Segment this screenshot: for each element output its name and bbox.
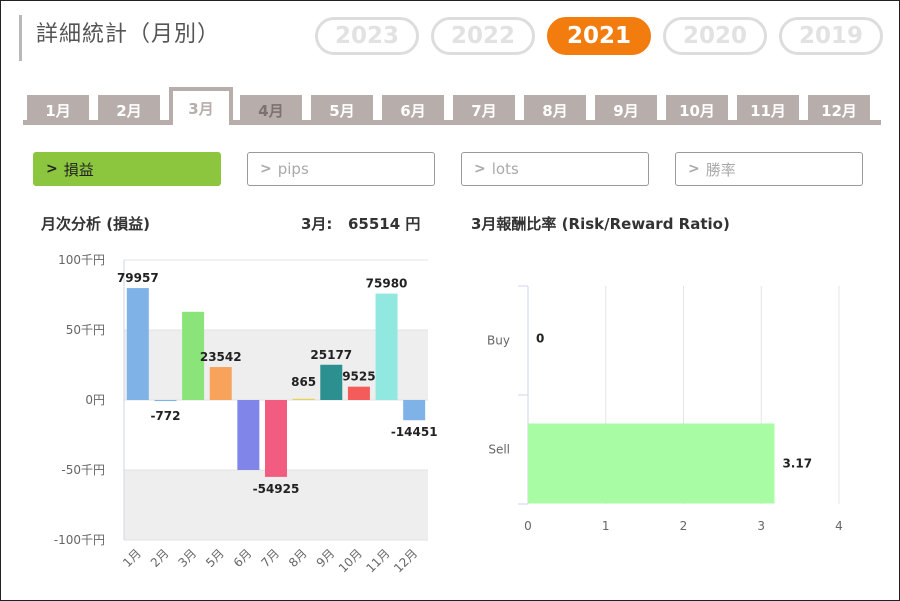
year-selector: 2023 2022 2021 2020 2019 bbox=[315, 17, 883, 55]
x-tick-label: 3 bbox=[757, 519, 765, 533]
tab-month-6[interactable]: 6月 bbox=[382, 95, 444, 125]
x-tick-label: 11月 bbox=[363, 546, 392, 575]
x-tick-label: 1月 bbox=[120, 546, 144, 570]
x-tick-label: 4 bbox=[835, 519, 843, 533]
bar-3 bbox=[182, 311, 205, 400]
x-tick-label: 0 bbox=[524, 519, 532, 533]
monthly-chart-title: 月次分析 (損益) bbox=[41, 215, 150, 233]
year-button-2019[interactable]: 2019 bbox=[779, 17, 883, 55]
bar-data-label: 0 bbox=[536, 332, 544, 346]
monthly-profit-chart: 100千円 50千円 0円 -50千円 -100千円 79957 1月 -772 2月 3月 235… bbox=[54, 253, 438, 575]
x-tick-label: 10月 bbox=[336, 546, 365, 575]
tab-month-10[interactable]: 10月 bbox=[666, 95, 728, 125]
month-tabs: 1月 2月 3月 4月 5月 6月 7月 8月 9月 10月 11月 12月 bbox=[23, 87, 881, 127]
metric-label: 勝率 bbox=[705, 160, 736, 179]
bar-data-label: 75980 bbox=[366, 277, 408, 291]
bar-data-label: 23542 bbox=[200, 350, 242, 364]
bar-5 bbox=[237, 400, 260, 470]
tab-month-2[interactable]: 2月 bbox=[98, 95, 160, 125]
bar-data-label: -54925 bbox=[253, 482, 300, 496]
bar-11 bbox=[403, 400, 426, 421]
y-tick-label: 50千円 bbox=[66, 323, 105, 337]
metric-button-lots[interactable]: > lots bbox=[461, 152, 649, 186]
category-label: Buy bbox=[487, 334, 510, 348]
tab-month-5[interactable]: 5月 bbox=[311, 95, 373, 125]
metric-button-pips[interactable]: > pips bbox=[247, 152, 435, 186]
year-button-2020[interactable]: 2020 bbox=[663, 17, 767, 55]
bar-data-label: -772 bbox=[150, 409, 180, 423]
metric-label: pips bbox=[277, 160, 309, 178]
bar-data-label: 79957 bbox=[117, 271, 159, 285]
monthly-summary-month: 3月: bbox=[301, 215, 333, 233]
bar-4 bbox=[209, 367, 232, 400]
bar-data-label: 9525 bbox=[342, 370, 375, 384]
x-tick-label: 1 bbox=[602, 519, 610, 533]
x-tick-label: 5月 bbox=[203, 546, 227, 570]
bar-data-label: 3.17 bbox=[782, 457, 812, 471]
rr-bar-sell bbox=[528, 423, 775, 504]
tab-month-8[interactable]: 8月 bbox=[524, 95, 586, 125]
x-tick-label: 12月 bbox=[391, 546, 420, 575]
risk-reward-chart: Buy 0 Sell 3.17 0 1 2 3 4 bbox=[487, 285, 843, 533]
metric-label: 損益 bbox=[63, 160, 94, 179]
bar-8 bbox=[320, 364, 343, 400]
bar-1 bbox=[126, 288, 149, 400]
chevron-right-icon: > bbox=[474, 161, 486, 177]
metric-button-profit[interactable]: > 損益 bbox=[33, 152, 221, 186]
page-title: 詳細統計（月別） bbox=[36, 22, 221, 47]
bar-data-label: 25177 bbox=[310, 348, 352, 362]
tab-month-4[interactable]: 4月 bbox=[240, 95, 302, 125]
y-tick-label: 100千円 bbox=[58, 253, 105, 267]
tab-underline bbox=[23, 120, 881, 125]
tab-month-11[interactable]: 11月 bbox=[737, 95, 799, 125]
bar-10 bbox=[375, 293, 398, 400]
x-tick-label: 2月 bbox=[148, 546, 172, 570]
y-tick-label: -50千円 bbox=[61, 463, 105, 477]
year-button-2023[interactable]: 2023 bbox=[315, 17, 419, 55]
metric-label: lots bbox=[491, 160, 519, 178]
plot-band bbox=[124, 470, 428, 540]
tab-month-7[interactable]: 7月 bbox=[453, 95, 515, 125]
y-tick-label: 0円 bbox=[85, 393, 105, 407]
bar-data-label: 865 bbox=[291, 375, 316, 389]
category-label: Sell bbox=[488, 443, 510, 457]
metric-button-winrate[interactable]: > 勝率 bbox=[675, 152, 863, 186]
bar-data-label: -14451 bbox=[391, 425, 438, 439]
x-tick-label: 7月 bbox=[258, 546, 282, 570]
bar-2 bbox=[154, 400, 177, 402]
y-tick-label: -100千円 bbox=[54, 533, 105, 547]
x-tick-label: 3月 bbox=[175, 546, 199, 570]
chevron-right-icon: > bbox=[688, 161, 700, 177]
tab-month-3[interactable]: 3月 bbox=[169, 87, 233, 125]
year-button-2021[interactable]: 2021 bbox=[547, 17, 651, 55]
tab-month-12[interactable]: 12月 bbox=[808, 95, 870, 125]
x-tick-label: 2 bbox=[680, 519, 688, 533]
bar-9 bbox=[347, 386, 370, 400]
x-tick-label: 8月 bbox=[286, 546, 310, 570]
x-tick-label: 9月 bbox=[314, 546, 338, 570]
tab-month-9[interactable]: 9月 bbox=[595, 95, 657, 125]
x-tick-label: 6月 bbox=[231, 546, 255, 570]
year-button-2022[interactable]: 2022 bbox=[431, 17, 535, 55]
chevron-right-icon: > bbox=[260, 161, 272, 177]
page-header: 詳細統計（月別） bbox=[19, 15, 220, 61]
tab-month-1[interactable]: 1月 bbox=[27, 95, 89, 125]
monthly-summary-value: 65514 円 bbox=[348, 215, 421, 233]
rr-chart-title: 3月報酬比率 (Risk/Reward Ratio) bbox=[471, 215, 730, 233]
bar-7 bbox=[292, 398, 315, 400]
bar-6 bbox=[265, 400, 287, 477]
chevron-right-icon: > bbox=[46, 161, 58, 177]
